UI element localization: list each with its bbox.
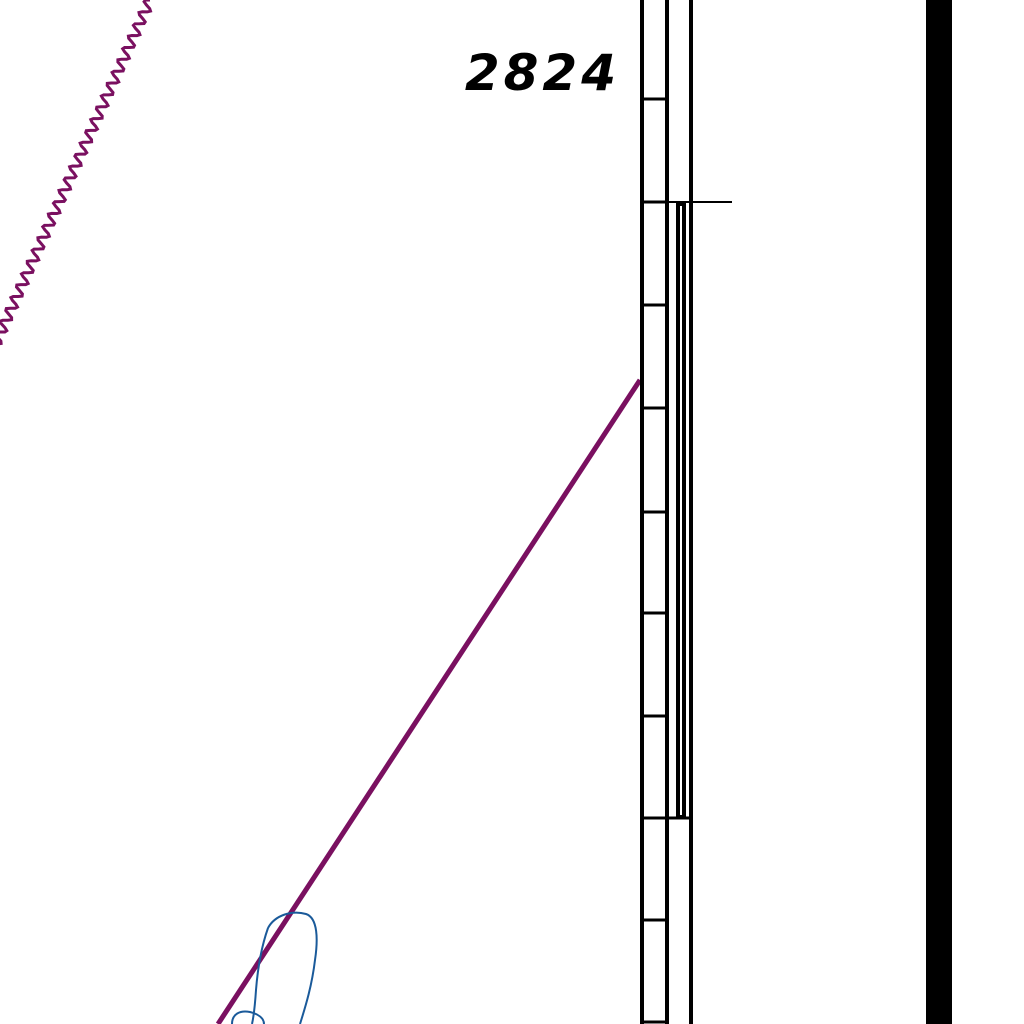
grid-label: 2824 [465, 44, 620, 102]
straight-boundary-line [215, 378, 643, 1024]
scale-bar-filled-segment-core [680, 206, 682, 815]
water-outline [231, 911, 318, 1024]
wavy-boundary-line [0, 0, 153, 346]
map-border [926, 0, 952, 1024]
